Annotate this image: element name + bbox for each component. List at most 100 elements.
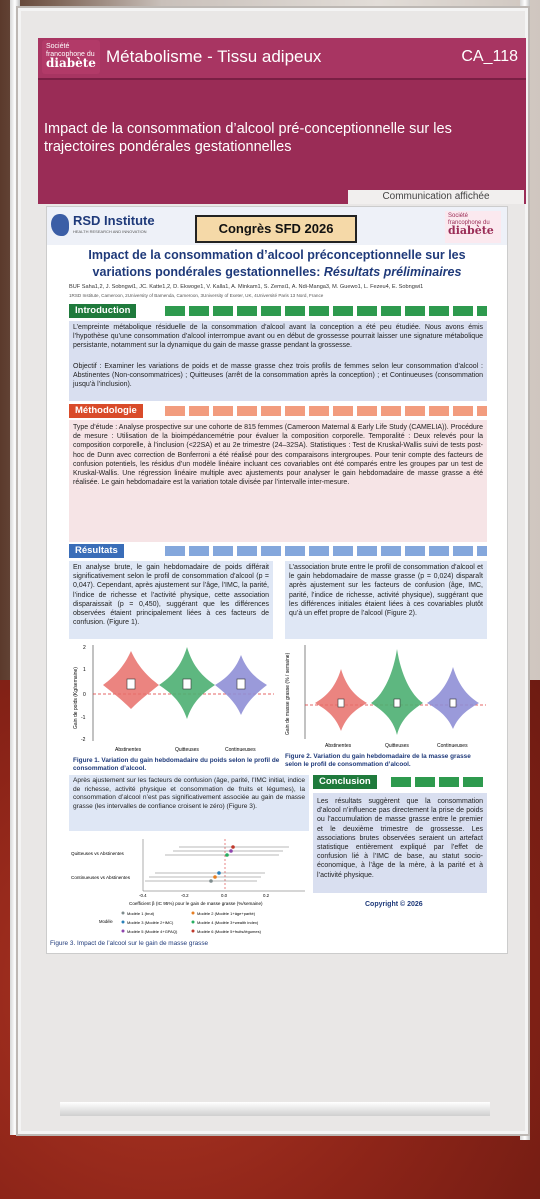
fig1-xlabel-continueuses: Continueuses xyxy=(225,747,256,753)
board-bottom-rail xyxy=(60,1102,490,1116)
sfd-logo-small: Société francophone du diabète xyxy=(445,211,501,243)
fig1-tick-m2: -2 xyxy=(81,737,86,743)
fig1-caption: Figure 1. Variation du gain hebdomadaire… xyxy=(73,757,280,772)
fig2-caption: Figure 2. Variation du gain hebdomadaire… xyxy=(285,753,471,768)
fig3-legend-1: Modèle 1 (brut) xyxy=(127,911,155,916)
fig2-xlabel-quitteuses: Quitteuses xyxy=(385,743,409,749)
fig3-legend-swatch-6 xyxy=(191,929,195,933)
poster-title-line1: Impact de la consommation d’alcool préco… xyxy=(88,248,466,262)
results-right-text: L’association brute entre le profil de c… xyxy=(289,564,483,618)
intro-box xyxy=(69,321,487,401)
poster-title-subtitle: Résultats préliminaires xyxy=(323,265,462,279)
fig1-box-abstinentes xyxy=(126,678,136,690)
poster: RSD Institute HEALTH RESEARCH AND INNOVA… xyxy=(46,206,508,954)
results-right-box xyxy=(285,561,487,639)
fig3-point-3 xyxy=(225,853,229,857)
results-label: Résultats xyxy=(69,544,124,558)
fig2-box-abstinentes xyxy=(337,698,345,708)
communication-type-label: Communication affichée xyxy=(348,190,524,204)
congress-badge: Congrès SFD 2026 xyxy=(195,215,357,243)
fig3-legend-title: Modèle xyxy=(99,919,113,924)
fig1-xlabel-abstinentes: Abstinentes xyxy=(115,747,142,753)
fig2-box-quitteuses xyxy=(393,698,401,708)
poster-title-line2: variations pondérales gestationnelles: xyxy=(92,265,321,279)
fig3-legend-swatch-1 xyxy=(121,911,125,915)
fig3-point-5 xyxy=(213,875,217,879)
intro-stripes xyxy=(165,306,487,316)
fig3-legend-swatch-2 xyxy=(191,911,195,915)
left-pole xyxy=(10,0,20,1135)
rsd-name: RSD Institute xyxy=(73,213,155,228)
fig3-legend-2: Modèle 2 (Modèle 1+âge+parité) xyxy=(197,911,256,916)
fig3-point-1 xyxy=(231,845,235,849)
results-left-text: En analyse brute, le gain hebdomadaire d… xyxy=(73,564,269,627)
intro-header: Introduction xyxy=(69,304,487,318)
session-title: Impact de la consommation d’alcool pré-c… xyxy=(44,121,452,155)
fig3-tick-3: 0.0 xyxy=(221,893,228,898)
fig3-point-4 xyxy=(217,871,221,875)
fig2-box-continueuses xyxy=(449,698,457,708)
figure-1-violin-plot: 2 1 0 -1 -2 Gain de poids (Kg/semaine) A… xyxy=(73,645,274,753)
header-top-bar: Société francophone du diabète Métabolis… xyxy=(38,38,526,80)
logo-text-big: diabète xyxy=(46,56,96,70)
fig3-legend-6: Modèle 6 (Modèle 5+fruits/légumes) xyxy=(197,929,262,934)
fig1-xlabel-quitteuses: Quitteuses xyxy=(175,747,199,753)
session-header: Société francophone du diabète Métabolis… xyxy=(38,38,526,204)
methods-header: Méthodologie xyxy=(69,404,487,418)
poster-top-band: RSD Institute HEALTH RESEARCH AND INNOVA… xyxy=(47,207,507,245)
intro-text: L’empreinte métabolique résiduelle de la… xyxy=(73,324,483,350)
results-stripes xyxy=(165,546,487,556)
figure-2-violin-plot: Gain de masse grasse (% / semaine) Absti… xyxy=(285,645,486,749)
fig2-xlabel-abstinentes: Abstinentes xyxy=(325,743,352,749)
poster-code: CA_118 xyxy=(461,48,518,65)
objective-text: Objectif : Examiner les variations de po… xyxy=(73,363,483,389)
fig3-tick-4: 0.2 xyxy=(263,893,270,898)
conclusion-stripes xyxy=(391,777,487,787)
fig1-tick-1: 1 xyxy=(83,667,86,673)
fig1-box-continueuses xyxy=(236,678,246,690)
methods-stripes xyxy=(165,406,487,416)
fig3-row-quitteuses: Quitteuses vs Abstinentes xyxy=(71,851,125,856)
rsd-tagline: HEALTH RESEARCH AND INNOVATION xyxy=(73,229,147,234)
sfd-logo: Société francophone du diabète xyxy=(42,40,100,74)
authors: BUF Saha1,2, J. Sobngwi1, JC. Katte1,2, … xyxy=(69,284,424,290)
fig3-legend-swatch-3 xyxy=(121,920,125,924)
conclusion-box xyxy=(313,793,487,893)
fig1-tick-0: 0 xyxy=(83,692,86,698)
fig3-point-6 xyxy=(209,879,213,883)
fig3-row-continueuses: Continueuses vs Abstinentes xyxy=(71,875,131,880)
fig3-point-2 xyxy=(229,849,233,853)
fig3-legend-3: Modèle 3 (Modèle 2+IMC) xyxy=(127,920,174,925)
intro-label: Introduction xyxy=(69,304,137,318)
fig1-box-quitteuses xyxy=(182,678,192,690)
fig3-legend-swatch-4 xyxy=(191,920,195,924)
fig1-tick-2: 2 xyxy=(83,645,86,651)
adjusted-text: Après ajustement sur les facteurs de con… xyxy=(73,777,305,810)
fig1-tick-m1: -1 xyxy=(81,715,86,721)
logo-text-small: Société francophone du xyxy=(46,43,95,58)
fig3-caption: Figure 3. Impact de l’alcool sur le gain… xyxy=(50,940,209,947)
fig3-legend-swatch-5 xyxy=(121,929,125,933)
rsd-logo: RSD Institute HEALTH RESEARCH AND INNOVA… xyxy=(51,213,161,241)
conclusion-header: Conclusion xyxy=(313,775,487,789)
results-left-box xyxy=(69,561,273,639)
methods-box xyxy=(69,420,487,542)
fig2-violin-quitteuses xyxy=(371,649,423,735)
session-theme: Métabolisme - Tissu adipeux xyxy=(106,47,322,66)
sfd-logo-small-text: Société francophone du xyxy=(448,213,490,226)
fig2-xlabel-continueuses: Continueuses xyxy=(437,743,468,749)
fig3-tick-1: -0.4 xyxy=(139,893,147,898)
fig3-tick-2: -0.2 xyxy=(181,893,189,898)
adjusted-box xyxy=(69,775,309,831)
methods-text: Type d’étude : Analyse prospective sur u… xyxy=(73,424,483,487)
rsd-logo-icon xyxy=(51,214,69,236)
poster-title-line2-wrap: variations pondérales gestationnelles: R… xyxy=(55,264,499,281)
figure-3-forest-plot: Quitteuses vs Abstinentes Continueuses v… xyxy=(71,839,305,934)
copyright: Copyright © 2026 xyxy=(365,901,423,908)
sfd-logo-small-big: diabète xyxy=(448,224,494,237)
fig3-legend-5: Modèle 5 (Modèle 4+GPAQ) xyxy=(127,929,178,934)
methods-label: Méthodologie xyxy=(69,404,143,418)
affiliations: 1RSD Institute, Cameroon, 2University of… xyxy=(69,293,324,298)
fig3-legend-4: Modèle 4 (Modèle 3+wealth index) xyxy=(197,920,259,925)
fig2-violin-continueuses xyxy=(427,667,479,729)
